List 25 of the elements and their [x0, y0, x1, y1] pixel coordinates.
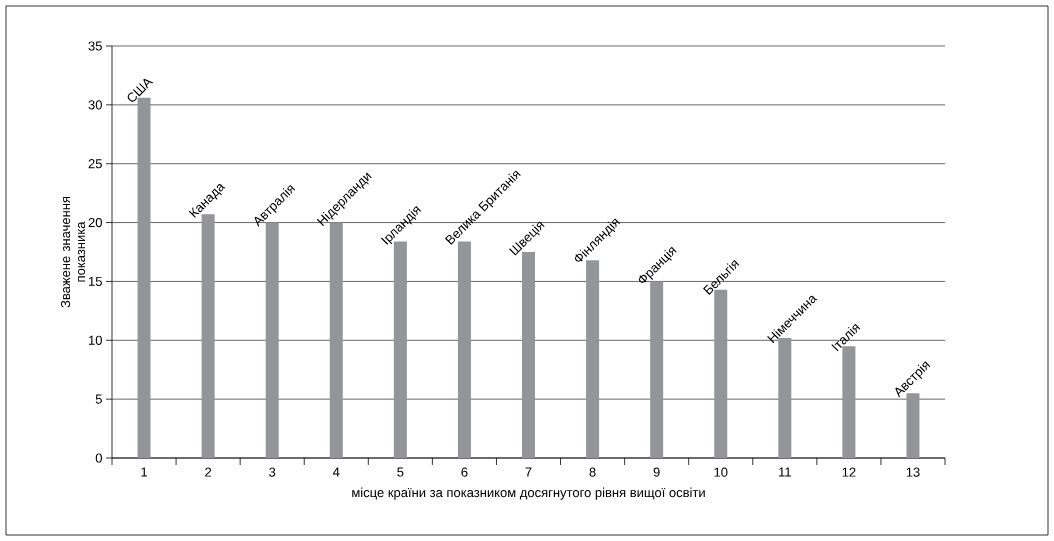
- x-tick-label: 6: [461, 467, 468, 477]
- bar: [586, 260, 600, 458]
- x-tick-label: 11: [779, 467, 791, 477]
- y-tick-label: 10: [89, 335, 102, 345]
- x-tick-label: 13: [906, 467, 920, 477]
- y-tick-label: 20: [88, 217, 102, 228]
- x-tick-label: 9: [653, 467, 660, 477]
- x-tick-label: 7: [525, 467, 532, 477]
- x-tick-label: 1: [141, 467, 148, 477]
- bar: [650, 281, 664, 458]
- y-tick-label: 15: [89, 276, 102, 286]
- y-tick-label: 5: [95, 394, 102, 404]
- y-tick-label: 25: [88, 159, 102, 169]
- y-tick-label: 30: [88, 100, 102, 110]
- x-axis-title: місце країни за показником досягнутого рівня вищої освіти: [352, 487, 705, 500]
- x-tick-label: 5: [397, 467, 404, 477]
- x-tick-label: 3: [269, 467, 276, 477]
- x-tick-label: 8: [589, 467, 596, 477]
- y-tick-label: 35: [88, 41, 102, 51]
- x-tick-label: 12: [842, 467, 856, 477]
- y-tick-label: 0: [95, 453, 102, 463]
- y-axis-title: Зважене значення показника: [60, 196, 86, 308]
- x-tick-label: 2: [205, 467, 212, 477]
- x-tick-label: 4: [332, 467, 340, 477]
- x-tick-label: 10: [714, 467, 728, 477]
